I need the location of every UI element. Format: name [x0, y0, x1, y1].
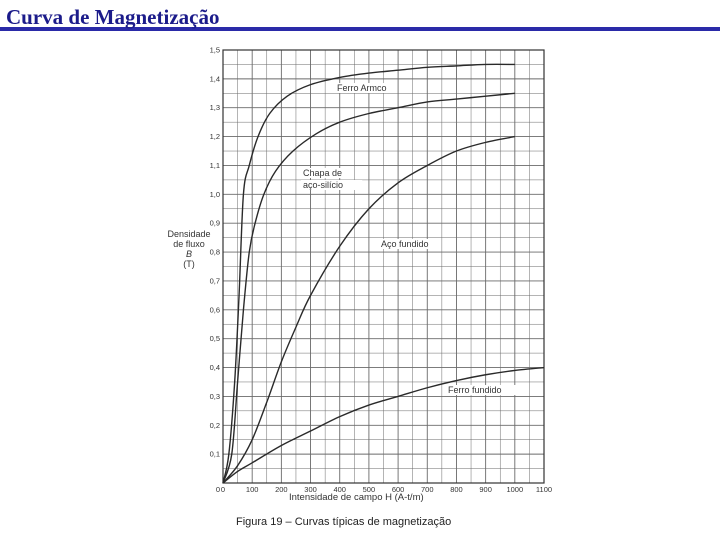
- y-tick-label: 0,4: [210, 363, 220, 372]
- y-axis-label-line: de fluxo: [173, 239, 205, 249]
- series-label-background: [379, 239, 441, 249]
- y-tick-label: 0,9: [210, 219, 220, 228]
- curve-aco-fundido: [222, 135, 515, 484]
- x-tick-label: 100: [246, 485, 259, 494]
- title-rule: [0, 27, 720, 31]
- y-tick-label: 0,7: [210, 276, 220, 285]
- series-label: Ferro fundido: [448, 385, 502, 395]
- y-tick-label: 0,2: [210, 421, 220, 430]
- x-tick-label: 800: [450, 485, 463, 494]
- x-axis-label: Intensidade de campo H (A-t/m): [289, 492, 424, 503]
- slide-title: Curva de Magnetização: [6, 5, 220, 29]
- y-axis-label-line: Densidade: [167, 229, 211, 239]
- y-tick-label: 0,6: [210, 305, 220, 314]
- series-label: Ferro Armco: [337, 83, 387, 93]
- series-label-background: [301, 168, 347, 178]
- y-tick-label: 1,1: [210, 161, 220, 170]
- y-tick-label: 1,4: [210, 74, 220, 83]
- y-tick-label: 0,8: [210, 248, 220, 257]
- series-label: Aço fundido: [381, 239, 429, 249]
- x-tick-label: 700: [421, 485, 434, 494]
- curve-ferro-armco: [222, 63, 515, 484]
- curve-ferro-fundido: [222, 366, 545, 484]
- y-axis-label-line: B: [185, 249, 192, 259]
- y-tick-label: 0,5: [210, 334, 220, 343]
- x-tick-label: 400: [333, 485, 346, 494]
- x-tick-label: 500: [363, 485, 376, 494]
- x-tick-label: 300: [304, 485, 317, 494]
- x-tick-label: 600: [392, 485, 405, 494]
- y-tick-label: 0,3: [210, 392, 220, 401]
- series-label-background: [335, 83, 397, 93]
- x-tick-label: 900: [479, 485, 492, 494]
- x-tick-label: 1000: [506, 485, 523, 494]
- y-tick-label: 0,1: [210, 450, 220, 459]
- series-label: Chapa de: [303, 168, 342, 178]
- y-tick-label: 1,2: [210, 132, 220, 141]
- y-tick-label: 1,0: [210, 190, 220, 199]
- plot-frame: [222, 49, 545, 484]
- series-label: aço-silício: [303, 180, 343, 190]
- y-tick-label: 1,3: [210, 103, 220, 112]
- figure-caption: Figura 19 – Curvas típicas de magnetizaç…: [236, 516, 452, 528]
- origin-tick-label: 0: [216, 485, 220, 494]
- y-tick-label: 1,5: [210, 46, 220, 55]
- y-axis-label-line: (T): [183, 259, 195, 269]
- x-tick-label: 200: [275, 485, 288, 494]
- y-axis-label: Densidade de fluxo B (T): [156, 229, 222, 269]
- x-tick-label: 0: [221, 485, 225, 494]
- series-label-background: [446, 385, 518, 395]
- series-label-background: [301, 180, 363, 190]
- curve-aco-silicio: [222, 92, 515, 484]
- x-tick-label: 1100: [536, 485, 552, 494]
